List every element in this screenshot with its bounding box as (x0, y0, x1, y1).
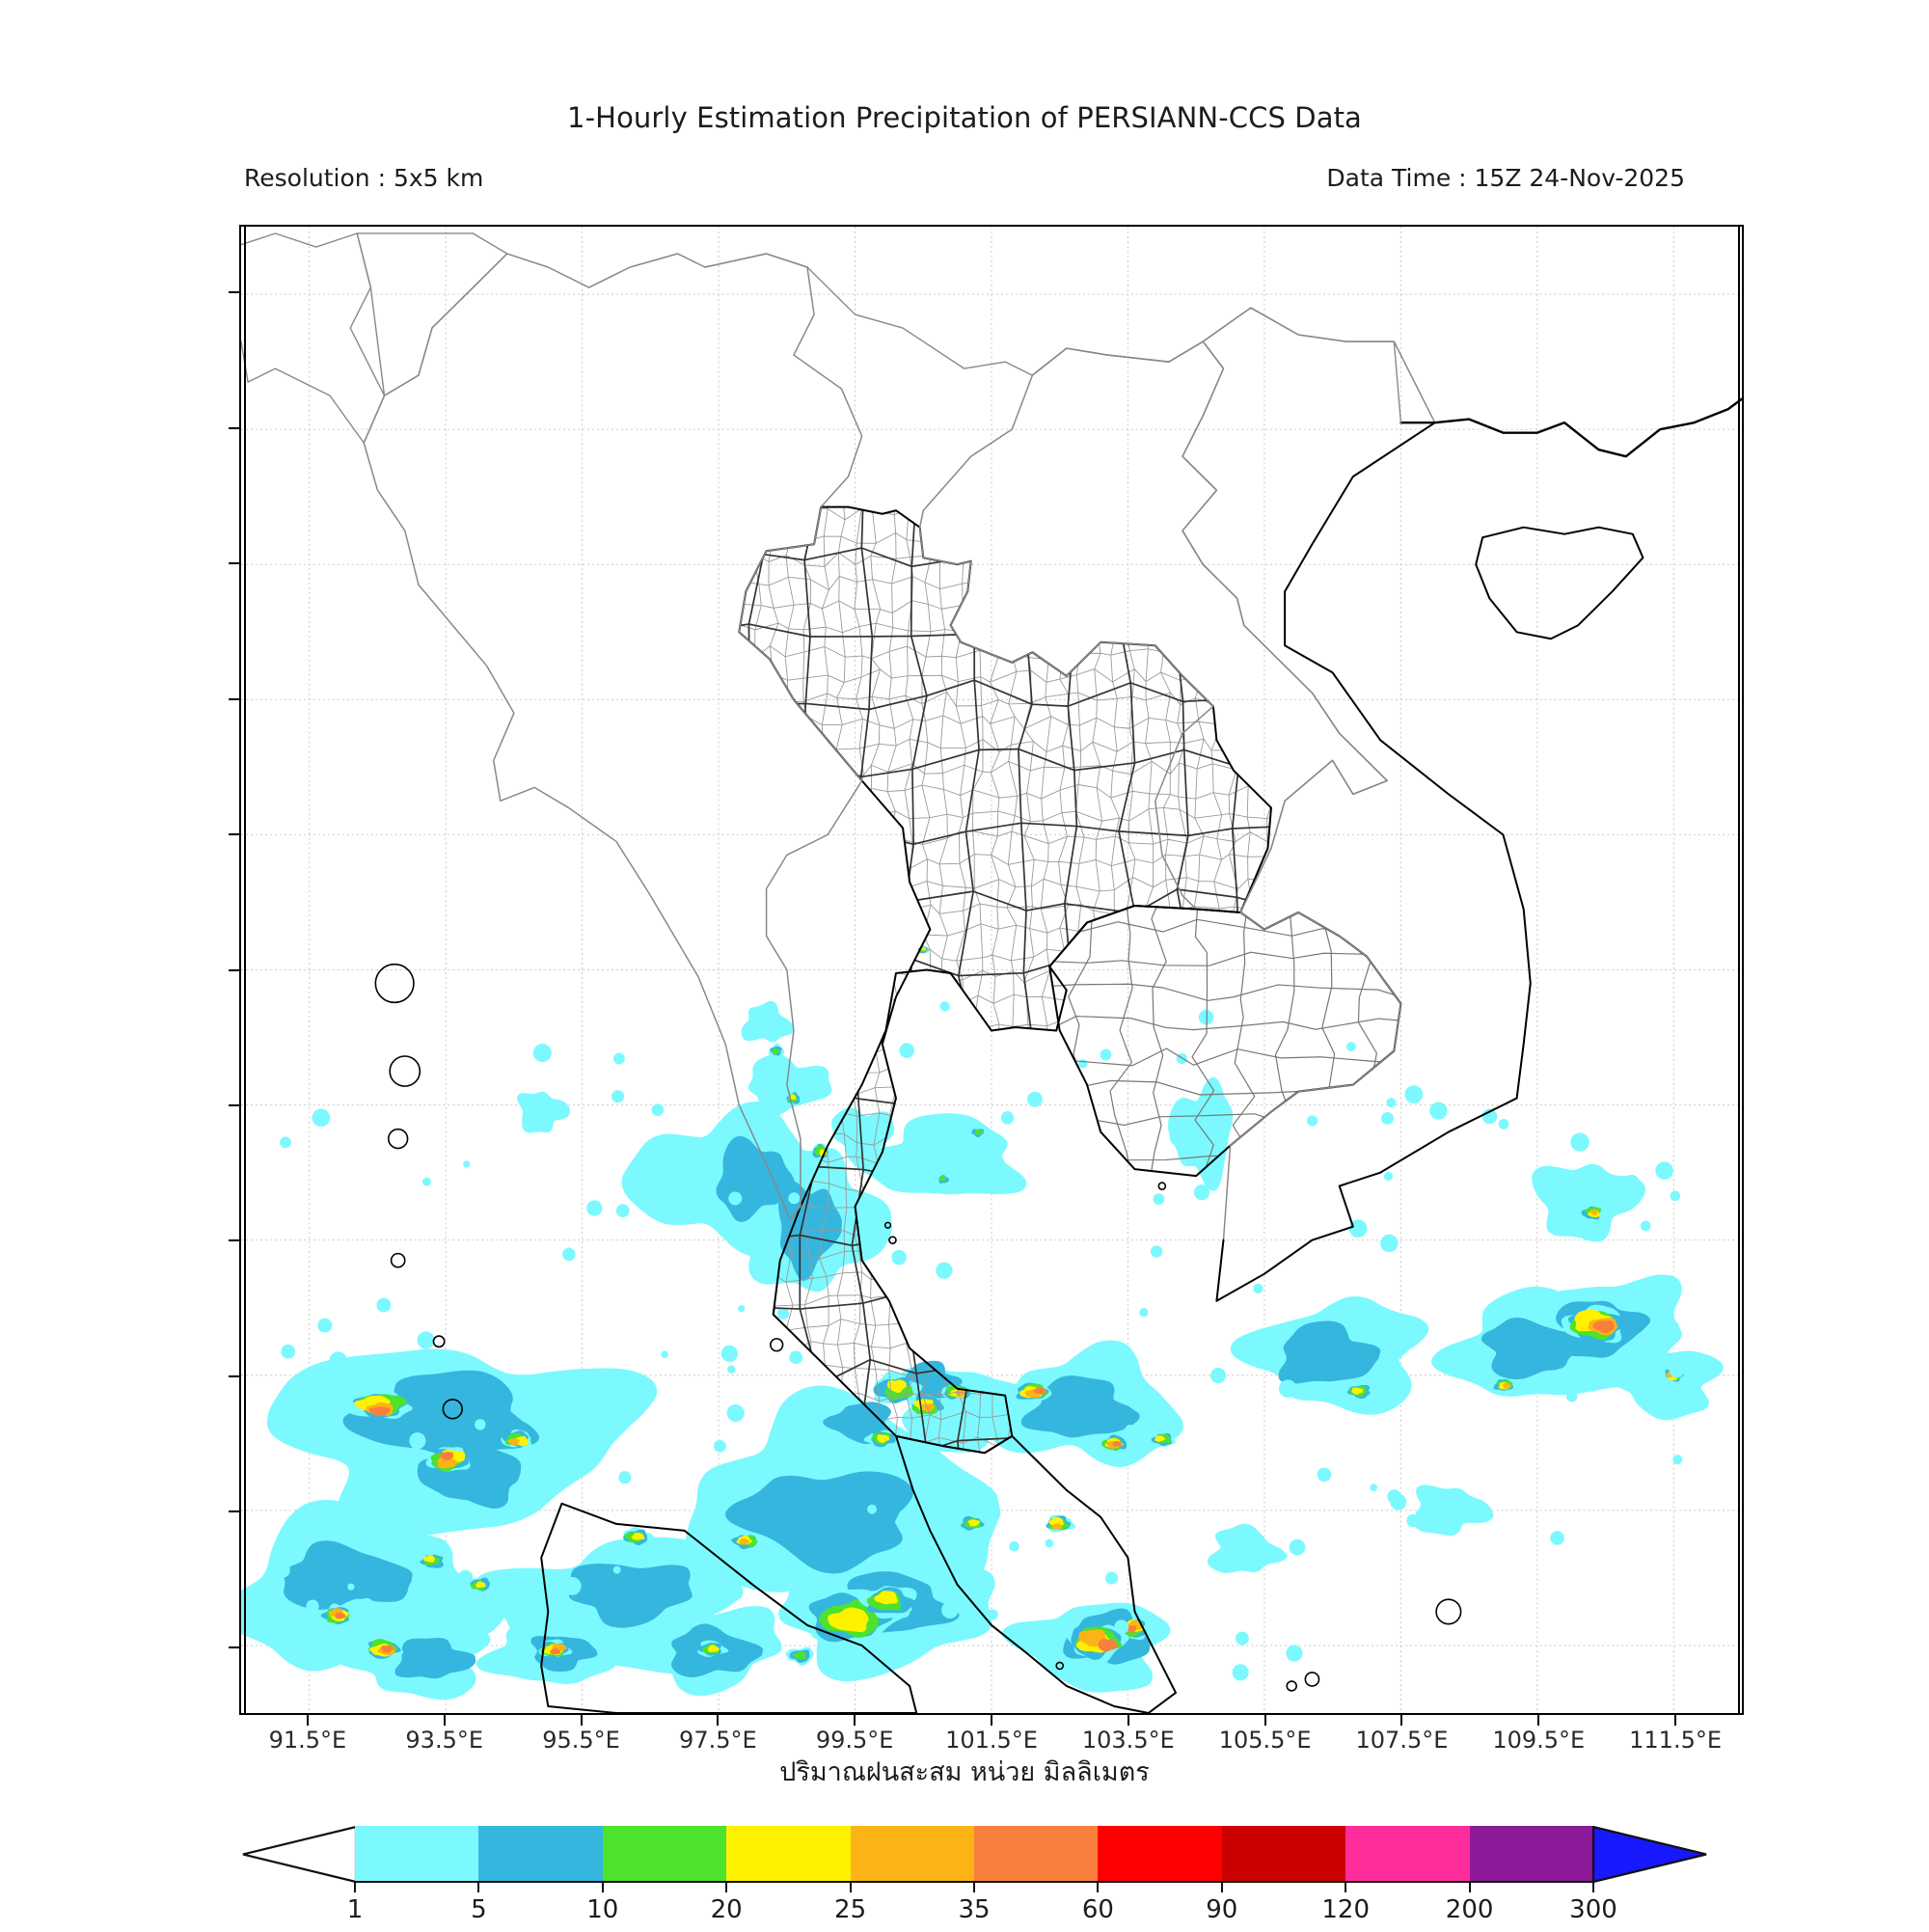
colorbar-tick-mark (725, 1881, 728, 1892)
y-tick-mark (229, 562, 239, 565)
colorbar-tick-mark (973, 1881, 975, 1892)
colorbar-bin[interactable] (478, 1826, 603, 1881)
x-tick-label: 95.5°E (542, 1727, 620, 1754)
colorbar-tick-label: 120 (1321, 1895, 1371, 1924)
colorbar-bin[interactable] (850, 1826, 975, 1881)
x-tick-mark (443, 1715, 446, 1726)
resolution-label: Resolution : 5x5 km (244, 164, 484, 192)
y-tick-mark (229, 426, 239, 429)
colorbar-bin[interactable] (1098, 1826, 1222, 1881)
map-plot-area[interactable] (239, 225, 1744, 1715)
x-tick-mark (306, 1715, 309, 1726)
y-tick-mark (229, 1646, 239, 1648)
colorbar-bin[interactable] (602, 1826, 727, 1881)
colorbar-bin[interactable] (1469, 1826, 1594, 1881)
colorbar-tick-mark (1097, 1881, 1100, 1892)
colorbar-tick-label: 200 (1445, 1895, 1494, 1924)
units-caption: ปริมาณฝนสะสม หน่วย มิลลิเมตร (779, 1757, 1150, 1787)
x-tick-label: 101.5°E (945, 1727, 1038, 1754)
colorbar-tick-label: 10 (586, 1895, 619, 1924)
x-tick-mark (580, 1715, 583, 1726)
y-tick-mark (229, 968, 239, 971)
colorbar-bin[interactable] (1345, 1826, 1470, 1881)
colorbar-tick-mark (601, 1881, 604, 1892)
colorbar-bin[interactable] (974, 1826, 1099, 1881)
x-tick-label: 111.5°E (1629, 1727, 1723, 1754)
colorbar-tick-label: 25 (834, 1895, 867, 1924)
data-time-label: Data Time : 15Z 24-Nov-2025 (1326, 164, 1685, 192)
precipitation-layer (241, 944, 1724, 1701)
x-tick-mark (1263, 1715, 1266, 1726)
colorbar-tick-mark (849, 1881, 852, 1892)
x-tick-label: 93.5°E (405, 1727, 484, 1754)
map-canvas[interactable] (241, 227, 1742, 1713)
y-tick-mark (229, 291, 239, 294)
x-tick-label: 109.5°E (1492, 1727, 1586, 1754)
y-tick-mark (229, 1374, 239, 1377)
x-tick-label: 91.5°E (268, 1727, 347, 1754)
x-tick-mark (717, 1715, 720, 1726)
x-tick-label: 99.5°E (815, 1727, 894, 1754)
colorbar-tick-label: 90 (1206, 1895, 1238, 1924)
y-tick-mark (229, 833, 239, 836)
colorbar-tick-mark (1345, 1881, 1347, 1892)
colorbar-under-arrow-icon (242, 1826, 357, 1883)
coastline-layer (241, 232, 1742, 1713)
colorbar-segments[interactable] (355, 1826, 1594, 1881)
x-tick-mark (1674, 1715, 1677, 1726)
colorbar-tick-label: 1 (346, 1895, 364, 1924)
page-title: 1-Hourly Estimation Precipitation of PER… (567, 101, 1362, 134)
colorbar-tick-mark (1468, 1881, 1471, 1892)
colorbar-tick-label: 60 (1081, 1895, 1114, 1924)
x-tick-mark (1537, 1715, 1540, 1726)
colorbar-bin[interactable] (726, 1826, 851, 1881)
colorbar-bin[interactable] (1221, 1826, 1346, 1881)
colorbar-tick-label: 35 (958, 1895, 991, 1924)
colorbar-tick-label: 300 (1569, 1895, 1617, 1924)
x-tick-mark (1127, 1715, 1129, 1726)
colorbar-tick-mark (1592, 1881, 1594, 1892)
x-tick-label: 103.5°E (1081, 1727, 1175, 1754)
colorbar-over-arrow-icon (1591, 1826, 1707, 1883)
colorbar-tick-label: 20 (710, 1895, 743, 1924)
x-tick-label: 97.5°E (679, 1727, 757, 1754)
colorbar-tick-mark (477, 1881, 480, 1892)
x-tick-mark (854, 1715, 856, 1726)
x-tick-mark (1400, 1715, 1403, 1726)
colorbar[interactable]: 1 5 10 20 25 35 60 90 120 200 300 (241, 1826, 1707, 1932)
colorbar-tick-mark (1220, 1881, 1223, 1892)
y-tick-mark (229, 1103, 239, 1106)
colorbar-tick-label: 5 (471, 1895, 487, 1924)
colorbar-tick-mark (354, 1881, 356, 1892)
x-tick-label: 105.5°E (1218, 1727, 1312, 1754)
y-tick-mark (229, 1239, 239, 1242)
colorbar-bin[interactable] (355, 1826, 479, 1881)
x-tick-label: 107.5°E (1355, 1727, 1449, 1754)
y-tick-mark (229, 1510, 239, 1513)
y-tick-mark (229, 697, 239, 700)
x-tick-mark (991, 1715, 992, 1726)
